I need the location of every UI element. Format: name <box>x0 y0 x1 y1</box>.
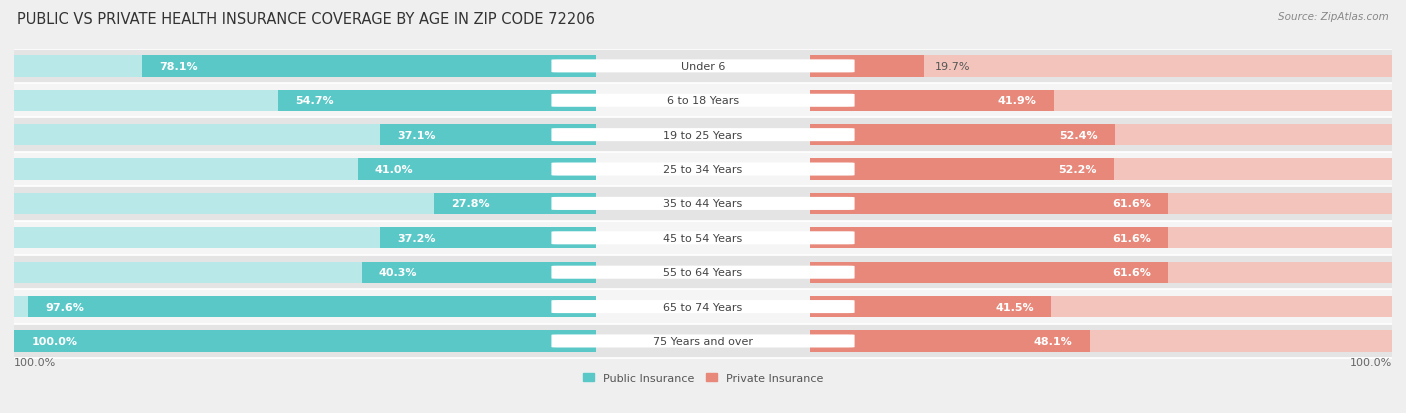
Bar <box>14 193 596 215</box>
Text: 78.1%: 78.1% <box>159 62 197 72</box>
Bar <box>14 118 1392 152</box>
Text: 27.8%: 27.8% <box>451 199 491 209</box>
Bar <box>14 125 596 146</box>
Text: 61.6%: 61.6% <box>1112 199 1152 209</box>
Text: 37.2%: 37.2% <box>396 233 436 243</box>
Bar <box>357 159 596 180</box>
Text: 35 to 44 Years: 35 to 44 Years <box>664 199 742 209</box>
FancyBboxPatch shape <box>551 335 855 348</box>
FancyBboxPatch shape <box>551 95 855 107</box>
Bar <box>434 193 596 215</box>
Bar <box>810 193 1168 215</box>
Text: 100.0%: 100.0% <box>1350 357 1392 368</box>
Bar <box>810 56 925 77</box>
Text: 100.0%: 100.0% <box>31 336 77 346</box>
Text: 41.0%: 41.0% <box>375 165 413 175</box>
Bar <box>278 90 596 112</box>
FancyBboxPatch shape <box>551 232 855 245</box>
Bar <box>14 56 596 77</box>
Text: 55 to 64 Years: 55 to 64 Years <box>664 268 742 278</box>
Text: 25 to 34 Years: 25 to 34 Years <box>664 165 742 175</box>
Text: PUBLIC VS PRIVATE HEALTH INSURANCE COVERAGE BY AGE IN ZIP CODE 72206: PUBLIC VS PRIVATE HEALTH INSURANCE COVER… <box>17 12 595 27</box>
Bar <box>28 296 596 318</box>
Text: 19.7%: 19.7% <box>935 62 970 72</box>
Bar <box>810 90 1053 112</box>
Text: 52.4%: 52.4% <box>1059 131 1098 140</box>
Bar <box>14 255 1392 290</box>
Text: 19 to 25 Years: 19 to 25 Years <box>664 131 742 140</box>
Text: 61.6%: 61.6% <box>1112 268 1152 278</box>
Bar <box>810 125 1115 146</box>
Bar <box>14 90 596 112</box>
Text: 65 to 74 Years: 65 to 74 Years <box>664 302 742 312</box>
Text: 97.6%: 97.6% <box>45 302 84 312</box>
FancyBboxPatch shape <box>551 266 855 279</box>
Text: 45 to 54 Years: 45 to 54 Years <box>664 233 742 243</box>
Bar <box>810 228 1168 249</box>
Text: 54.7%: 54.7% <box>295 96 333 106</box>
Bar <box>810 296 1052 318</box>
Bar <box>14 228 596 249</box>
Bar <box>14 84 1392 118</box>
Bar <box>810 262 1168 283</box>
Bar <box>14 324 1392 358</box>
Bar <box>14 290 1392 324</box>
Bar <box>14 187 1392 221</box>
Text: 6 to 18 Years: 6 to 18 Years <box>666 96 740 106</box>
Bar <box>14 159 596 180</box>
Bar <box>142 56 596 77</box>
FancyBboxPatch shape <box>551 60 855 73</box>
FancyBboxPatch shape <box>551 197 855 211</box>
FancyBboxPatch shape <box>551 300 855 313</box>
Text: 52.2%: 52.2% <box>1057 165 1097 175</box>
Text: 48.1%: 48.1% <box>1033 336 1073 346</box>
Text: 41.5%: 41.5% <box>995 302 1035 312</box>
Bar <box>810 330 1392 352</box>
Bar <box>380 125 596 146</box>
Bar <box>14 330 596 352</box>
Bar <box>810 125 1392 146</box>
Bar <box>361 262 596 283</box>
Text: 41.9%: 41.9% <box>998 96 1036 106</box>
Text: 100.0%: 100.0% <box>14 357 56 368</box>
Bar <box>810 296 1392 318</box>
Bar <box>14 262 596 283</box>
Bar <box>810 56 1392 77</box>
Bar <box>810 159 1114 180</box>
Text: Under 6: Under 6 <box>681 62 725 72</box>
Bar <box>810 159 1392 180</box>
Text: 75 Years and over: 75 Years and over <box>652 336 754 346</box>
Bar <box>14 330 596 352</box>
Bar <box>810 262 1392 283</box>
Bar <box>14 152 1392 187</box>
Bar <box>14 296 596 318</box>
Legend: Public Insurance, Private Insurance: Public Insurance, Private Insurance <box>583 373 823 383</box>
Bar <box>380 228 596 249</box>
FancyBboxPatch shape <box>551 129 855 142</box>
Bar <box>810 330 1090 352</box>
Bar <box>14 221 1392 255</box>
Bar <box>14 50 1392 84</box>
Text: 40.3%: 40.3% <box>378 268 418 278</box>
FancyBboxPatch shape <box>551 163 855 176</box>
Bar <box>810 228 1392 249</box>
Text: 61.6%: 61.6% <box>1112 233 1152 243</box>
Bar <box>810 90 1392 112</box>
Text: 37.1%: 37.1% <box>398 131 436 140</box>
Bar <box>810 193 1392 215</box>
Text: Source: ZipAtlas.com: Source: ZipAtlas.com <box>1278 12 1389 22</box>
